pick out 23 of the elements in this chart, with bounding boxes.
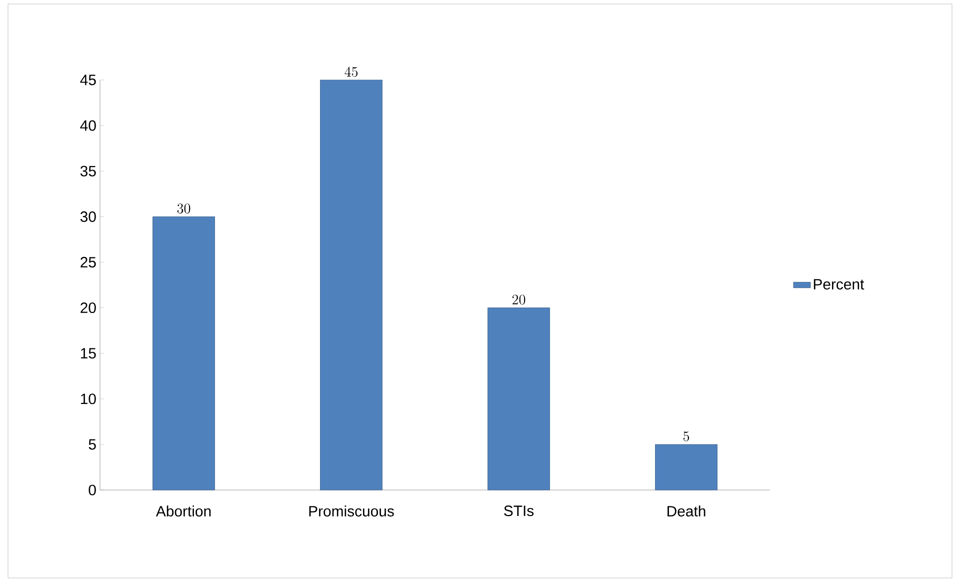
y-tick-label: 40 xyxy=(80,120,96,131)
y-tick-label: 30 xyxy=(80,211,96,222)
data-label: 20 xyxy=(512,294,526,305)
data-label: 5 xyxy=(683,431,690,442)
y-tick-label: 0 xyxy=(88,484,96,496)
y-tick-label: 35 xyxy=(80,166,96,176)
bar xyxy=(488,308,550,490)
y-tick-label: 45 xyxy=(80,74,96,86)
x-tick-label: Death xyxy=(668,506,706,516)
x-tick-label: STIs xyxy=(504,506,534,516)
bar xyxy=(655,444,718,490)
y-tick-label: 10 xyxy=(81,394,96,404)
y-tick-label: 25 xyxy=(80,256,96,268)
bar xyxy=(152,216,215,490)
y-tick-label: 5 xyxy=(88,439,96,450)
x-tick-label: Promiscuous xyxy=(309,506,394,516)
legend-label: Percent xyxy=(814,279,864,290)
bar xyxy=(320,80,382,490)
y-tick-label: 20 xyxy=(80,302,96,314)
data-label: 30 xyxy=(177,204,190,214)
data-label: 45 xyxy=(344,66,358,77)
y-tick-label: 15 xyxy=(81,348,96,359)
x-tick-label: Abortion xyxy=(156,506,211,516)
